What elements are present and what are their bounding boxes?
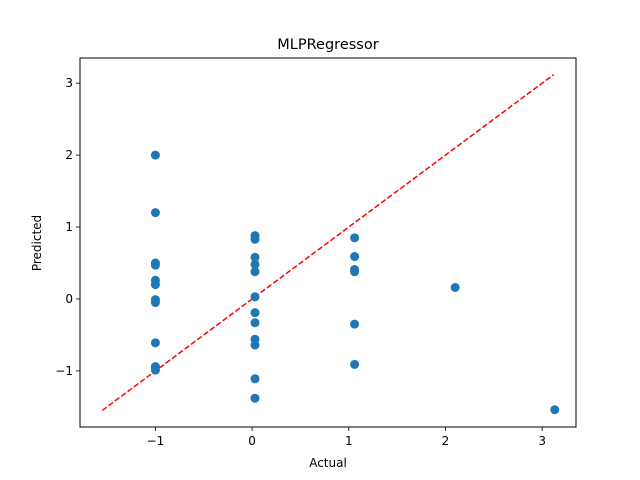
plot-frame [79,57,577,428]
data-point [250,340,260,350]
data-point [150,280,160,290]
x-tick-label: −1 [147,434,165,448]
data-point [250,234,260,244]
x-tick-label: 1 [345,434,353,448]
data-point [150,260,160,270]
data-point [250,292,260,302]
data-points-layer [150,150,560,415]
reference-line [101,73,555,412]
x-tick-label: 2 [442,434,450,448]
data-point [150,150,160,160]
data-point [350,233,360,243]
y-axis-ticks: −1 0 1 2 3 [55,76,80,378]
data-point [350,267,360,277]
data-point [350,319,360,329]
data-point [350,252,360,262]
data-point [250,374,260,384]
y-tick-label: 1 [65,220,73,234]
y-tick-label: −1 [55,364,73,378]
x-tick-label: 3 [538,434,546,448]
x-tick-label: 0 [248,434,256,448]
data-point [250,393,260,403]
reference-line-layer [101,73,555,412]
data-point [250,308,260,318]
data-point [450,282,460,292]
data-point [250,252,260,262]
y-axis-label: Predicted [30,215,44,271]
y-tick-label: 3 [65,76,73,90]
data-point [150,365,160,375]
data-point [250,267,260,277]
x-axis-label: Actual [309,456,347,470]
y-tick-label: 0 [65,292,73,306]
data-point [150,208,160,218]
data-point [250,259,260,269]
data-point [350,359,360,369]
data-point [150,338,160,348]
chart-title: MLPRegressor [277,37,378,53]
data-point [250,318,260,328]
data-point [150,298,160,308]
x-axis-ticks: −1 0 1 2 3 [147,427,546,448]
y-tick-label: 2 [65,148,73,162]
data-point [550,405,560,415]
